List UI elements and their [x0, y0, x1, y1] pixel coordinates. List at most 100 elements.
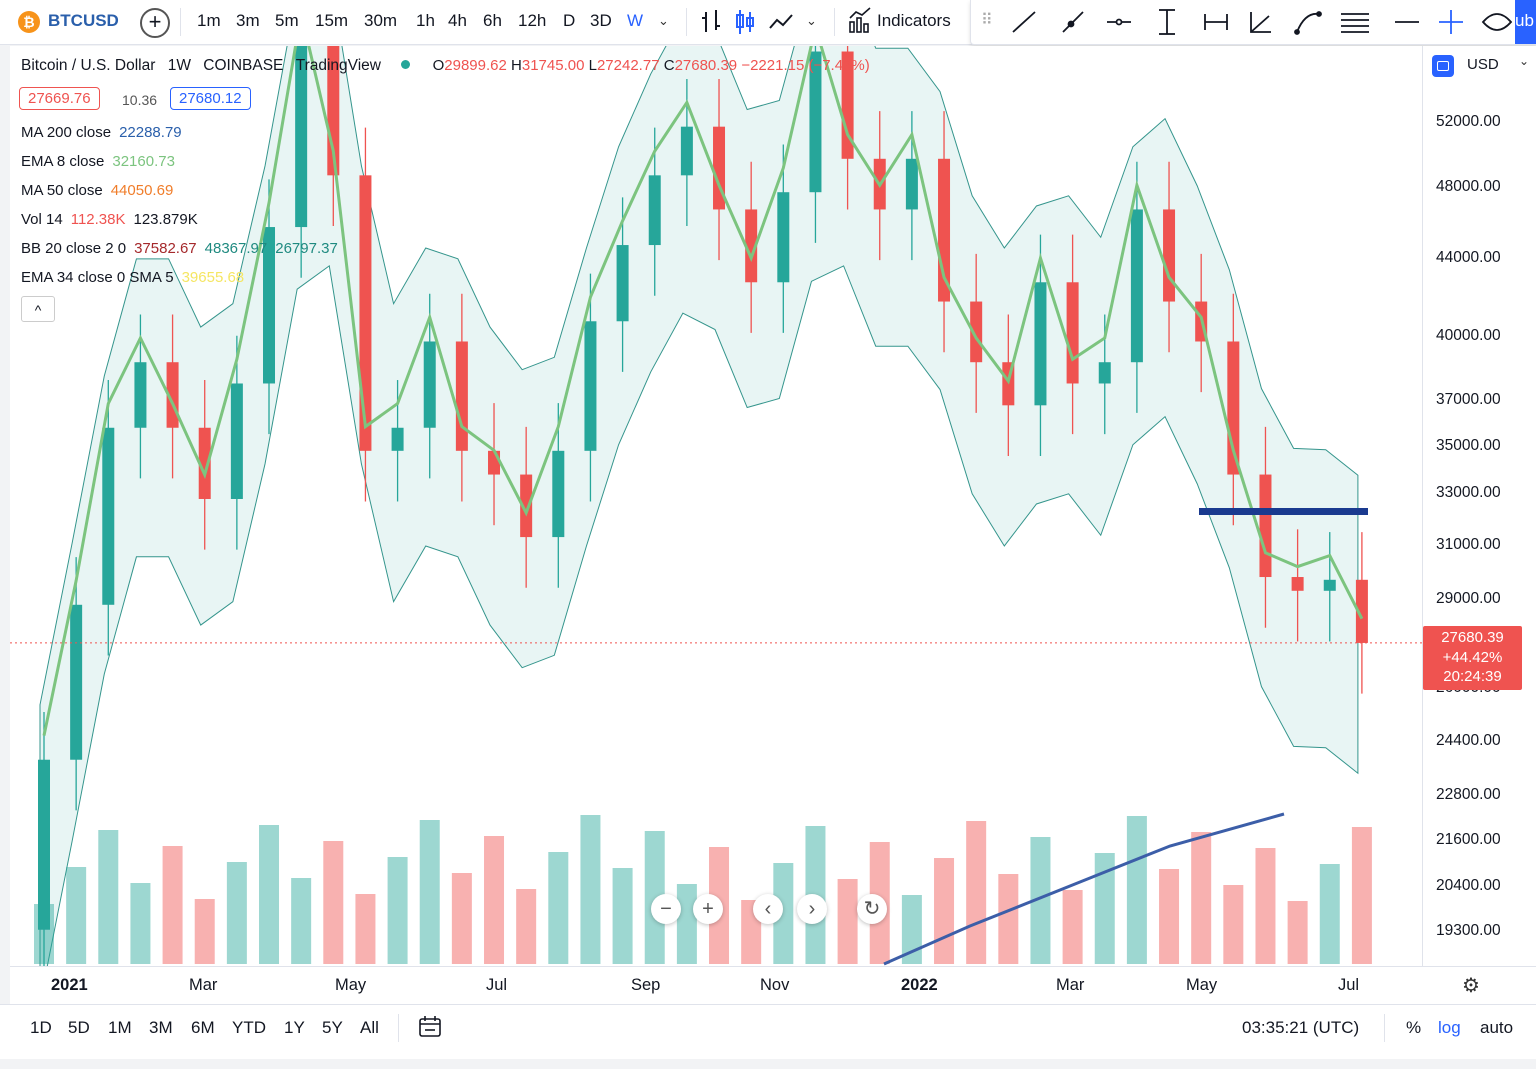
interval-6h-button[interactable]: 6h	[483, 11, 502, 30]
candles-icon[interactable]	[734, 0, 756, 44]
log-scale-toggle[interactable]: log	[1438, 1018, 1461, 1037]
candle-body	[70, 604, 83, 760]
time-axis-label: Jul	[486, 976, 508, 994]
indicator-row[interactable]: EMA 34 close 0 SMA 5 39655.68	[21, 269, 244, 286]
indicator-row[interactable]: MA 200 close 22288.79	[21, 124, 182, 141]
range-1m-button[interactable]: 1M	[108, 1018, 132, 1037]
range-1y-button[interactable]: 1Y	[284, 1018, 305, 1037]
volume-bar	[1351, 827, 1372, 964]
volume-bar	[612, 868, 633, 964]
settings-gear-icon[interactable]: ⚙	[1462, 975, 1480, 997]
candle-body	[1130, 209, 1143, 363]
trend-line-icon[interactable]	[1012, 11, 1036, 33]
auto-scale-icon[interactable]	[1432, 55, 1454, 77]
range-6m-button[interactable]: 6M	[191, 1018, 215, 1037]
angle-icon[interactable]	[1250, 15, 1270, 33]
zoom-in-button[interactable]: +	[693, 894, 723, 924]
publish-button[interactable]: ub	[1515, 0, 1536, 44]
volume-bar	[130, 883, 151, 964]
volume-bar	[1191, 832, 1212, 964]
candle-body	[391, 427, 404, 451]
price-axis-label: 48000.00	[1436, 178, 1501, 195]
line-chart-icon[interactable]	[768, 0, 794, 44]
zoom-out-button[interactable]: −	[651, 894, 681, 924]
candle-body	[359, 175, 372, 451]
interval-15m-button[interactable]: 15m	[315, 11, 349, 30]
volume-bar	[484, 836, 505, 964]
utc-clock[interactable]: 03:35:21 (UTC)	[1242, 1018, 1360, 1037]
interval-3d-button[interactable]: 3D	[590, 11, 612, 30]
ask-price[interactable]: 27680.12	[170, 87, 251, 110]
divider	[1384, 1014, 1385, 1042]
horizontal-line-icon[interactable]	[1115, 18, 1123, 26]
interval-1h-button[interactable]: 1h	[416, 11, 435, 30]
interval-dropdown-icon[interactable]: ⌄	[658, 13, 669, 28]
chart-pane[interactable]: Bitcoin / U.S. Dollar 1W COINBASE Tradin…	[10, 46, 1536, 1005]
range-1d-button[interactable]: 1D	[30, 1018, 52, 1037]
volume-bar	[451, 873, 472, 964]
candle-body	[616, 245, 629, 322]
interval-d-button[interactable]: D	[563, 11, 576, 30]
candle-body	[134, 362, 147, 428]
volume-bar	[773, 863, 794, 964]
currency-label[interactable]: USD	[1467, 56, 1499, 73]
range-all-button[interactable]: All	[360, 1018, 379, 1037]
interval-3m-button[interactable]: 3m	[236, 11, 260, 30]
bar-chart-icon[interactable]	[700, 0, 722, 44]
price-axis[interactable]: USD ⌄ 52000.00 48000.00 44000.00 40000.00 37…	[1422, 46, 1536, 966]
price-axis-label: 31000.00	[1436, 536, 1501, 553]
volume-bar	[516, 889, 537, 964]
reset-chart-button[interactable]: ↻	[857, 894, 887, 924]
indicator-row[interactable]: Vol 14 112.38K 123.879K	[21, 211, 198, 228]
price-axis-label: 20400.00	[1436, 877, 1501, 894]
legend-title[interactable]: Bitcoin / U.S. Dollar	[21, 57, 156, 74]
volume-bar	[355, 894, 376, 964]
drag-handle-icon[interactable]: ⠿	[981, 12, 993, 29]
scroll-left-button[interactable]: ‹	[753, 894, 783, 924]
candle-body	[295, 46, 308, 228]
indicators-button[interactable]: Indicators	[877, 11, 951, 30]
range-ytd-button[interactable]: YTD	[232, 1018, 266, 1037]
price-axis-label: 19300.00	[1436, 922, 1501, 939]
indicators-icon[interactable]	[848, 0, 872, 44]
bitcoin-logo-icon: ₿	[18, 11, 40, 33]
volume-bar	[1287, 901, 1308, 964]
volume-bar	[66, 867, 87, 964]
goto-date-icon[interactable]	[418, 1005, 442, 1051]
interval-4h-button[interactable]: 4h	[448, 11, 467, 30]
chart-canvas[interactable]	[10, 46, 1536, 1004]
indicator-row[interactable]: EMA 8 close 32160.73	[21, 153, 175, 170]
range-5y-button[interactable]: 5Y	[322, 1018, 343, 1037]
indicator-value: 32160.73	[112, 153, 175, 170]
indicator-value: 112.38K	[70, 211, 126, 228]
time-axis[interactable]: 2021 Mar May Jul Sep Nov 2022 Mar May Jul ⚙	[10, 966, 1536, 1005]
legend-provider: TradingView	[295, 57, 381, 74]
interval-w-button[interactable]: W	[627, 11, 644, 30]
interval-12h-button[interactable]: 12h	[518, 11, 547, 30]
indicator-row[interactable]: BB 20 close 2 0 37582.67 48367.97 26797.37	[21, 240, 338, 257]
volume-bar	[259, 825, 280, 964]
percent-scale-toggle[interactable]: %	[1406, 1018, 1422, 1037]
collapse-legend-button[interactable]: ^	[21, 296, 55, 322]
time-axis-label: Mar	[1056, 976, 1085, 994]
interval-30m-button[interactable]: 30m	[364, 11, 398, 30]
spread-value: 10.36	[122, 92, 158, 108]
ray-icon[interactable]	[1067, 20, 1075, 28]
candle-body	[552, 450, 565, 538]
bid-price[interactable]: 27669.76	[19, 87, 100, 110]
divider	[180, 8, 181, 36]
interval-5m-button[interactable]: 5m	[275, 11, 299, 30]
chart-type-dropdown-icon[interactable]: ⌄	[806, 13, 817, 28]
scroll-right-button[interactable]: ›	[797, 894, 827, 924]
add-symbol-icon[interactable]: +	[140, 8, 170, 38]
currency-dropdown-icon[interactable]: ⌄	[1519, 54, 1530, 68]
range-3m-button[interactable]: 3M	[149, 1018, 173, 1037]
symbol-search-button[interactable]: BTCUSD	[48, 11, 119, 30]
interval-1m-button[interactable]: 1m	[197, 11, 221, 30]
range-5d-button[interactable]: 5D	[68, 1018, 90, 1037]
auto-scale-toggle[interactable]: auto	[1480, 1018, 1514, 1037]
candle-body	[648, 175, 661, 246]
indicator-row[interactable]: MA 50 close 44050.69	[21, 182, 173, 199]
candle-body	[777, 192, 790, 283]
indicator-value: 39655.68	[181, 269, 245, 286]
